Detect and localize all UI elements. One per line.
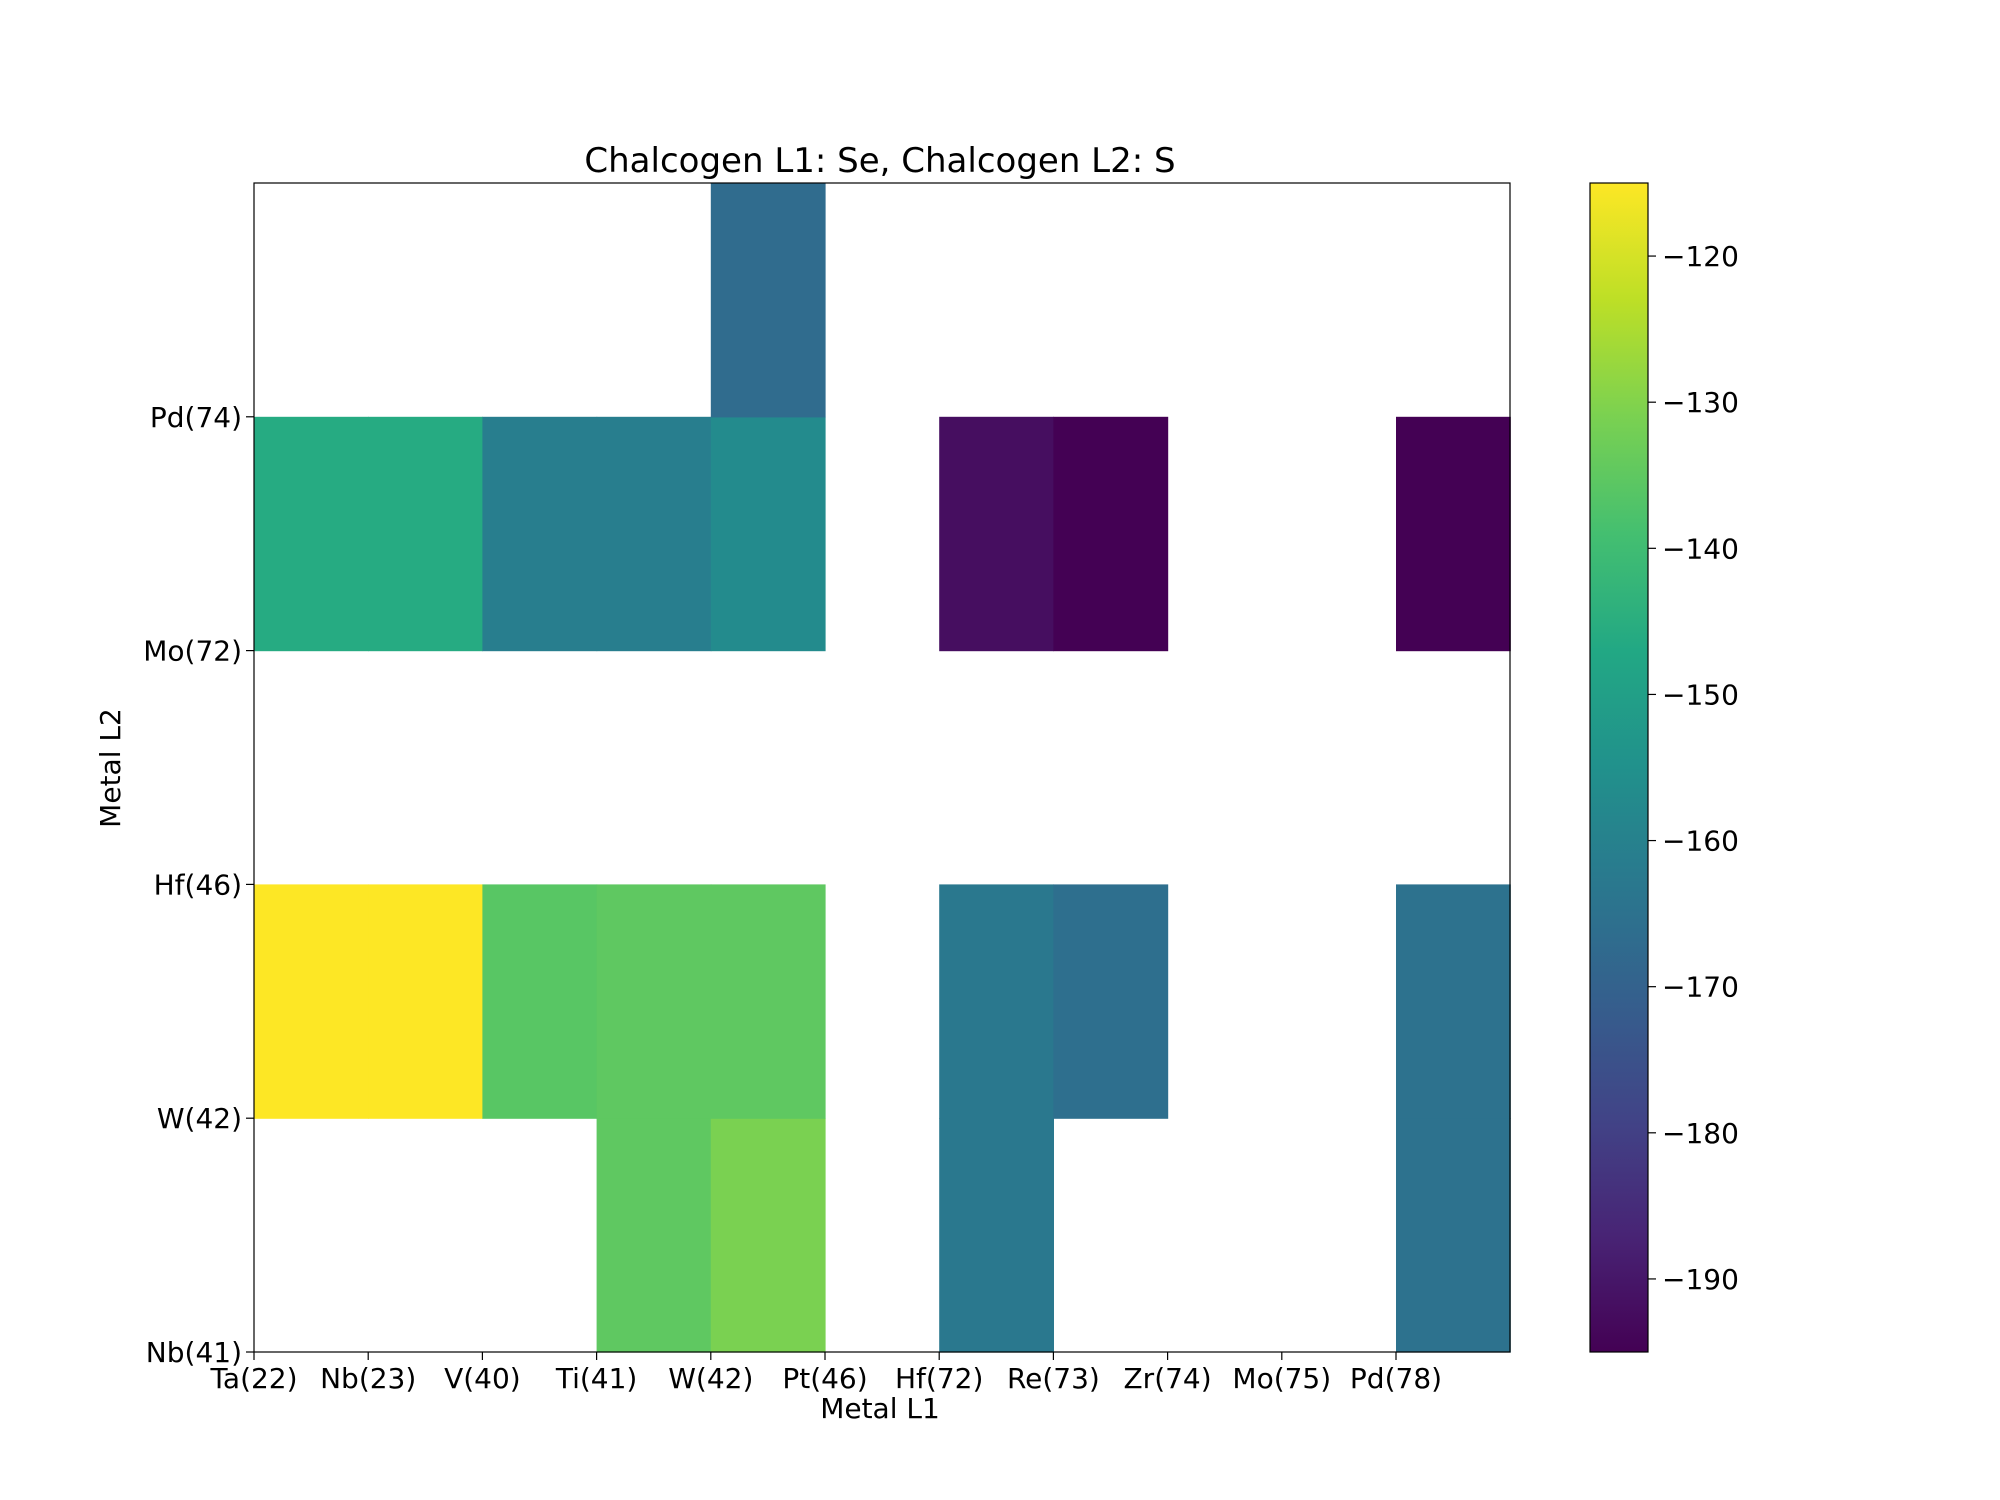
y-tick-label: W(42)	[157, 1102, 242, 1135]
plot-frame	[253, 182, 1511, 1353]
heatmap-cell	[1396, 416, 1511, 652]
y-axis-label: Metal L2	[94, 708, 127, 828]
chart-title: Chalcogen L1: Se, Chalcogen L2: S	[584, 141, 1175, 181]
heatmap-cell	[482, 416, 598, 652]
heatmap-cell	[1396, 884, 1511, 1119]
x-tick-label: V(40)	[444, 1362, 521, 1395]
x-tick-label: Pd(78)	[1350, 1362, 1442, 1395]
y-tick-label: Mo(72)	[143, 635, 242, 668]
colorbar-tick-label: −190	[1662, 1263, 1739, 1296]
y-tick-label: Nb(41)	[146, 1336, 242, 1369]
x-tick-label: W(42)	[668, 1362, 753, 1395]
heatmap-cell	[368, 884, 483, 1119]
heatmap-cell	[254, 416, 369, 652]
x-tick-label: Nb(23)	[320, 1362, 416, 1395]
x-axis-ticks: Ta(22) Nb(23) V(40) Ti(41) W(42) Pt(46) Hf(72)…	[209, 1352, 1442, 1395]
colorbar-tick-label: −140	[1662, 532, 1739, 565]
heatmap-cell	[596, 416, 712, 652]
heatmap-cells	[254, 183, 1511, 1353]
heatmap-cell	[1396, 1118, 1511, 1353]
heatmap-cell	[482, 884, 598, 1119]
colorbar-tick-label: −120	[1662, 240, 1739, 273]
x-tick-label: Ta(22)	[209, 1362, 297, 1395]
colorbar-tick-label: −180	[1662, 1117, 1739, 1150]
heatmap-cell	[368, 416, 483, 652]
colorbar-ticks: −120 −130 −140 −150 −160 −170 −180 −190	[1648, 240, 1739, 1296]
y-tick-label: Hf(46)	[154, 868, 242, 901]
heatmap-cell	[939, 884, 1054, 1119]
heatmap-cell	[254, 884, 369, 1119]
heatmap-cell	[939, 1118, 1054, 1353]
x-tick-label: Pt(46)	[782, 1362, 867, 1395]
heatmap-cell	[596, 1118, 712, 1353]
x-axis-label: Metal L1	[820, 1392, 940, 1425]
y-axis-ticks: Nb(41) W(42) Hf(46) Mo(72) Pd(74)	[143, 401, 254, 1369]
x-tick-label: Mo(75)	[1232, 1362, 1331, 1395]
colorbar-tick-label: −150	[1662, 678, 1739, 711]
x-tick-label: Re(73)	[1007, 1362, 1100, 1395]
colorbar-tick-label: −170	[1662, 971, 1739, 1004]
y-tick-label: Pd(74)	[150, 401, 242, 434]
heatmap-cell	[710, 884, 826, 1119]
x-tick-label: Hf(72)	[895, 1362, 983, 1395]
heatmap-cell	[1053, 416, 1169, 652]
x-tick-label: Ti(41)	[555, 1362, 638, 1395]
x-tick-label: Zr(74)	[1124, 1362, 1212, 1395]
heatmap-cell	[596, 884, 712, 1119]
colorbar-tick-label: −160	[1662, 825, 1739, 858]
heatmap-cell	[1053, 884, 1169, 1119]
heatmap-cell	[710, 1118, 826, 1353]
heatmap-cell	[710, 416, 826, 652]
heatmap-cell	[710, 183, 826, 418]
colorbar	[1589, 182, 1649, 1353]
heatmap-cell	[939, 416, 1054, 652]
colorbar-tick-label: −130	[1662, 386, 1739, 419]
